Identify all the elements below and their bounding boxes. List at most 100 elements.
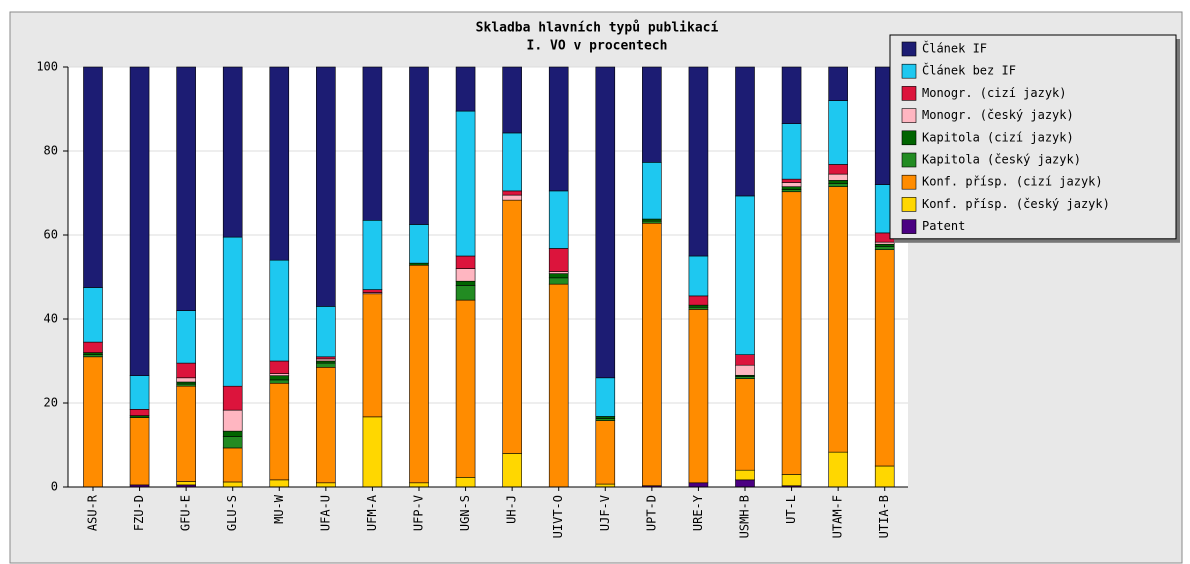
bar-segment: [362, 289, 383, 293]
bar-segment: [828, 100, 848, 165]
bar-segment: [828, 66, 848, 101]
x-tick-label: UFM-A: [365, 494, 379, 531]
bar-segment: [83, 354, 103, 358]
bar-segment: [874, 243, 895, 247]
bar-segment: [688, 306, 709, 310]
bar-segment: [455, 285, 476, 301]
bar-segment: [222, 447, 243, 483]
bar-segment: [269, 375, 290, 381]
bar-segment: [735, 479, 755, 488]
bar-segment: [874, 246, 895, 250]
bar-segment: [781, 182, 802, 187]
legend-label: Článek IF: [922, 41, 987, 56]
bar-segment: [688, 295, 709, 306]
bar-segment: [455, 299, 476, 478]
legend-swatch: [901, 63, 917, 79]
bar-segment: [548, 190, 569, 249]
bar-segment: [83, 66, 103, 288]
legend-label: Konf. přísp. (český jazyk): [922, 197, 1110, 211]
bar-segment: [409, 482, 429, 488]
bar-segment: [176, 481, 196, 486]
bar-segment: [781, 186, 802, 190]
bar-segment: [688, 482, 709, 488]
bar-segment: [129, 415, 150, 419]
bar-segment: [502, 66, 522, 134]
bar-segment: [316, 358, 336, 362]
legend-label: Patent: [922, 219, 965, 233]
bar-segment: [129, 66, 150, 377]
legend-box: [889, 34, 1177, 240]
y-tick-label: 100: [36, 60, 58, 74]
plot-area: [68, 67, 908, 487]
bar-segment: [735, 66, 755, 197]
bar-segment: [735, 378, 755, 471]
bar-segment: [316, 306, 336, 358]
bar-segment: [222, 66, 243, 238]
bar-segment: [874, 241, 895, 245]
bar-segment: [83, 352, 103, 356]
bar-segment: [828, 173, 848, 181]
bar-segment: [222, 385, 243, 411]
chart-subtitle: I. VO v procentech: [527, 39, 668, 54]
bar-segment: [409, 262, 429, 266]
legend-swatch: [901, 108, 917, 123]
bar-segment: [409, 224, 429, 264]
bar-segment: [548, 277, 569, 285]
bar-segment: [735, 354, 755, 366]
bar-segment: [642, 218, 662, 222]
bar-segment: [362, 66, 383, 221]
bar-segment: [642, 222, 662, 487]
y-tick-label: 0: [51, 480, 58, 494]
bar-segment: [176, 385, 196, 482]
bar-segment: [316, 482, 336, 488]
bar-segment: [595, 377, 616, 417]
bar-segment: [502, 453, 522, 488]
x-tick-label: MU-W: [272, 494, 286, 524]
bar-segment: [129, 417, 150, 486]
bar-segment: [735, 376, 755, 379]
x-tick-label: UTIA-B: [877, 495, 891, 538]
bar-segment: [502, 199, 522, 454]
legend-swatch: [901, 130, 917, 146]
bar-segment: [595, 416, 616, 419]
bar-segment: [129, 408, 150, 416]
x-tick-label: UGN-S: [458, 495, 472, 531]
bar-segment: [316, 366, 336, 484]
bar-segment: [595, 420, 616, 485]
bar-segment: [874, 249, 895, 467]
bar-segment: [735, 469, 755, 481]
y-tick-label: 20: [44, 396, 58, 410]
x-tick-label: UIVT-O: [551, 495, 565, 538]
bar-segment: [129, 375, 150, 410]
x-tick-label: UJF-V: [598, 495, 612, 531]
bar-segment: [828, 164, 848, 175]
bar-segment: [269, 379, 290, 384]
x-tick-label: FZU-D: [132, 495, 146, 531]
legend-label: Monogr. (český jazyk): [922, 108, 1074, 122]
legend-label: Článek bez IF: [922, 63, 1016, 78]
legend-label: Monogr. (cizí jazyk): [922, 86, 1067, 100]
bar-segment: [362, 416, 383, 488]
legend-swatch: [901, 219, 917, 234]
bar-segment: [781, 474, 802, 487]
legend-swatch: [901, 41, 917, 57]
bar-segment: [688, 66, 709, 257]
x-tick-label: UFP-V: [411, 495, 425, 531]
bar-segment: [83, 356, 103, 488]
bar-segment: [269, 382, 290, 481]
legend-label: Kapitola (cizí jazyk): [922, 130, 1074, 144]
bar-segment: [874, 465, 895, 488]
bar-segment: [269, 360, 290, 374]
x-tick-label: UPT-D: [644, 495, 658, 531]
bar-segment: [222, 436, 243, 449]
x-tick-label: ASU-R: [85, 494, 99, 531]
x-tick-label: GFU-E: [179, 495, 193, 531]
bar-segment: [548, 66, 569, 192]
bar-segment: [269, 259, 290, 362]
legend-label: Konf. přísp. (cizí jazyk): [922, 175, 1103, 189]
bar-segment: [316, 362, 336, 368]
bar-segment: [269, 479, 290, 488]
legend-swatch: [901, 174, 917, 190]
bar-segment: [548, 273, 569, 279]
bar-segment: [176, 381, 196, 385]
